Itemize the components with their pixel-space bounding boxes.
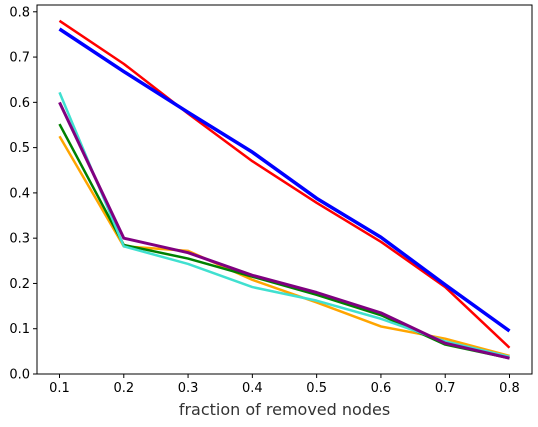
series-line-2 <box>58 27 511 333</box>
y-tick-label: 0.0 <box>9 368 30 383</box>
series-line-6 <box>58 101 510 360</box>
x-tick-label: 0.1 <box>49 381 70 396</box>
x-tick-label: 0.5 <box>306 381 327 396</box>
x-tick-label: 0.2 <box>113 381 134 396</box>
y-tick-label: 0.6 <box>9 96 30 111</box>
x-tick-label: 0.3 <box>178 381 199 396</box>
y-tick-label: 0.5 <box>9 141 30 156</box>
x-tick-label: 0.6 <box>371 381 392 396</box>
plot-frame <box>36 4 533 375</box>
y-tick-label: 0.4 <box>9 186 30 201</box>
series-layer <box>58 19 511 360</box>
y-tick-label: 0.2 <box>9 277 30 292</box>
y-tick-label: 0.7 <box>9 51 30 66</box>
series-line-1 <box>58 19 511 349</box>
x-tick-label: 0.7 <box>435 381 456 396</box>
y-tick-label: 0.3 <box>9 232 30 247</box>
y-tick-label: 0.8 <box>9 5 30 20</box>
x-tick-label: 0.4 <box>242 381 263 396</box>
y-axis: 0.0 0.1 0.2 0.3 0.4 0.5 0.6 0.7 0.8 <box>9 5 37 383</box>
x-axis-title: fraction of removed nodes <box>179 400 390 419</box>
x-axis: 0.1 0.2 0.3 0.4 0.5 0.6 0.7 0.8 <box>49 374 520 396</box>
x-tick-label: 0.8 <box>499 381 520 396</box>
y-tick-label: 0.1 <box>9 322 30 337</box>
